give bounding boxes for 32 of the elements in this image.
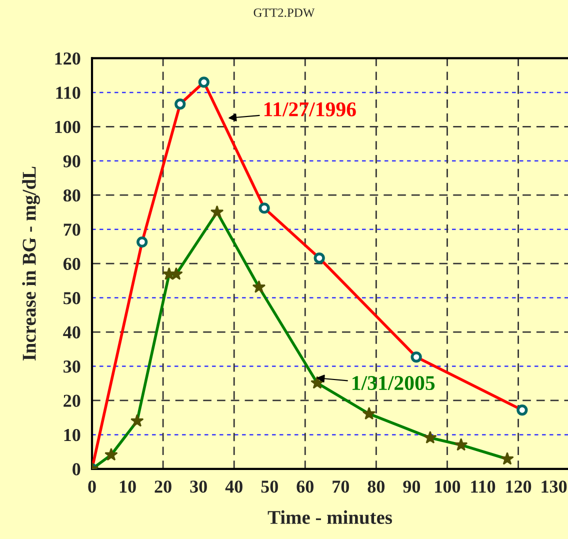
- x-tick-label: 20: [154, 480, 172, 493]
- annotation: 1/31/2005: [352, 376, 435, 390]
- chart-title: GTT2.PDW: [254, 8, 315, 17]
- y-tick-label: 0: [72, 463, 80, 476]
- y-axis-title: Increase in BG - mg/dL: [22, 166, 40, 361]
- x-tick-label: 0: [88, 480, 96, 493]
- x-tick-label: 50: [261, 480, 278, 493]
- x-tick-label: 40: [225, 480, 242, 493]
- x-tick-label: 80: [368, 480, 385, 493]
- y-tick-label: 20: [64, 394, 80, 407]
- y-tick-label: 110: [56, 86, 80, 99]
- x-axis-title: Time - minutes: [268, 510, 392, 524]
- x-tick-label: 120: [506, 480, 532, 493]
- x-tick-label: 100: [435, 480, 460, 493]
- y-tick-label: 90: [63, 155, 80, 168]
- y-tick-label: 60: [63, 258, 80, 270]
- x-tick-label: 70: [332, 480, 350, 493]
- y-tick-label: 120: [55, 52, 80, 65]
- y-tick-label: 40: [63, 326, 80, 338]
- y-tick-label: 80: [63, 189, 80, 202]
- annotation: 11/27/1996: [264, 102, 356, 116]
- x-tick-label: 90: [403, 480, 420, 493]
- x-tick-label: 60: [296, 480, 314, 493]
- y-tick-label: 100: [55, 120, 80, 134]
- x-tick-label: 110: [471, 480, 496, 493]
- x-tick-label: 130: [542, 480, 567, 493]
- y-tick-label: 30: [64, 360, 80, 373]
- y-tick-label: 50: [64, 292, 80, 304]
- x-tick-label: 10: [120, 480, 136, 493]
- y-tick-label: 10: [64, 428, 80, 442]
- y-tick-label: 70: [64, 224, 80, 236]
- x-tick-label: 30: [190, 480, 207, 493]
